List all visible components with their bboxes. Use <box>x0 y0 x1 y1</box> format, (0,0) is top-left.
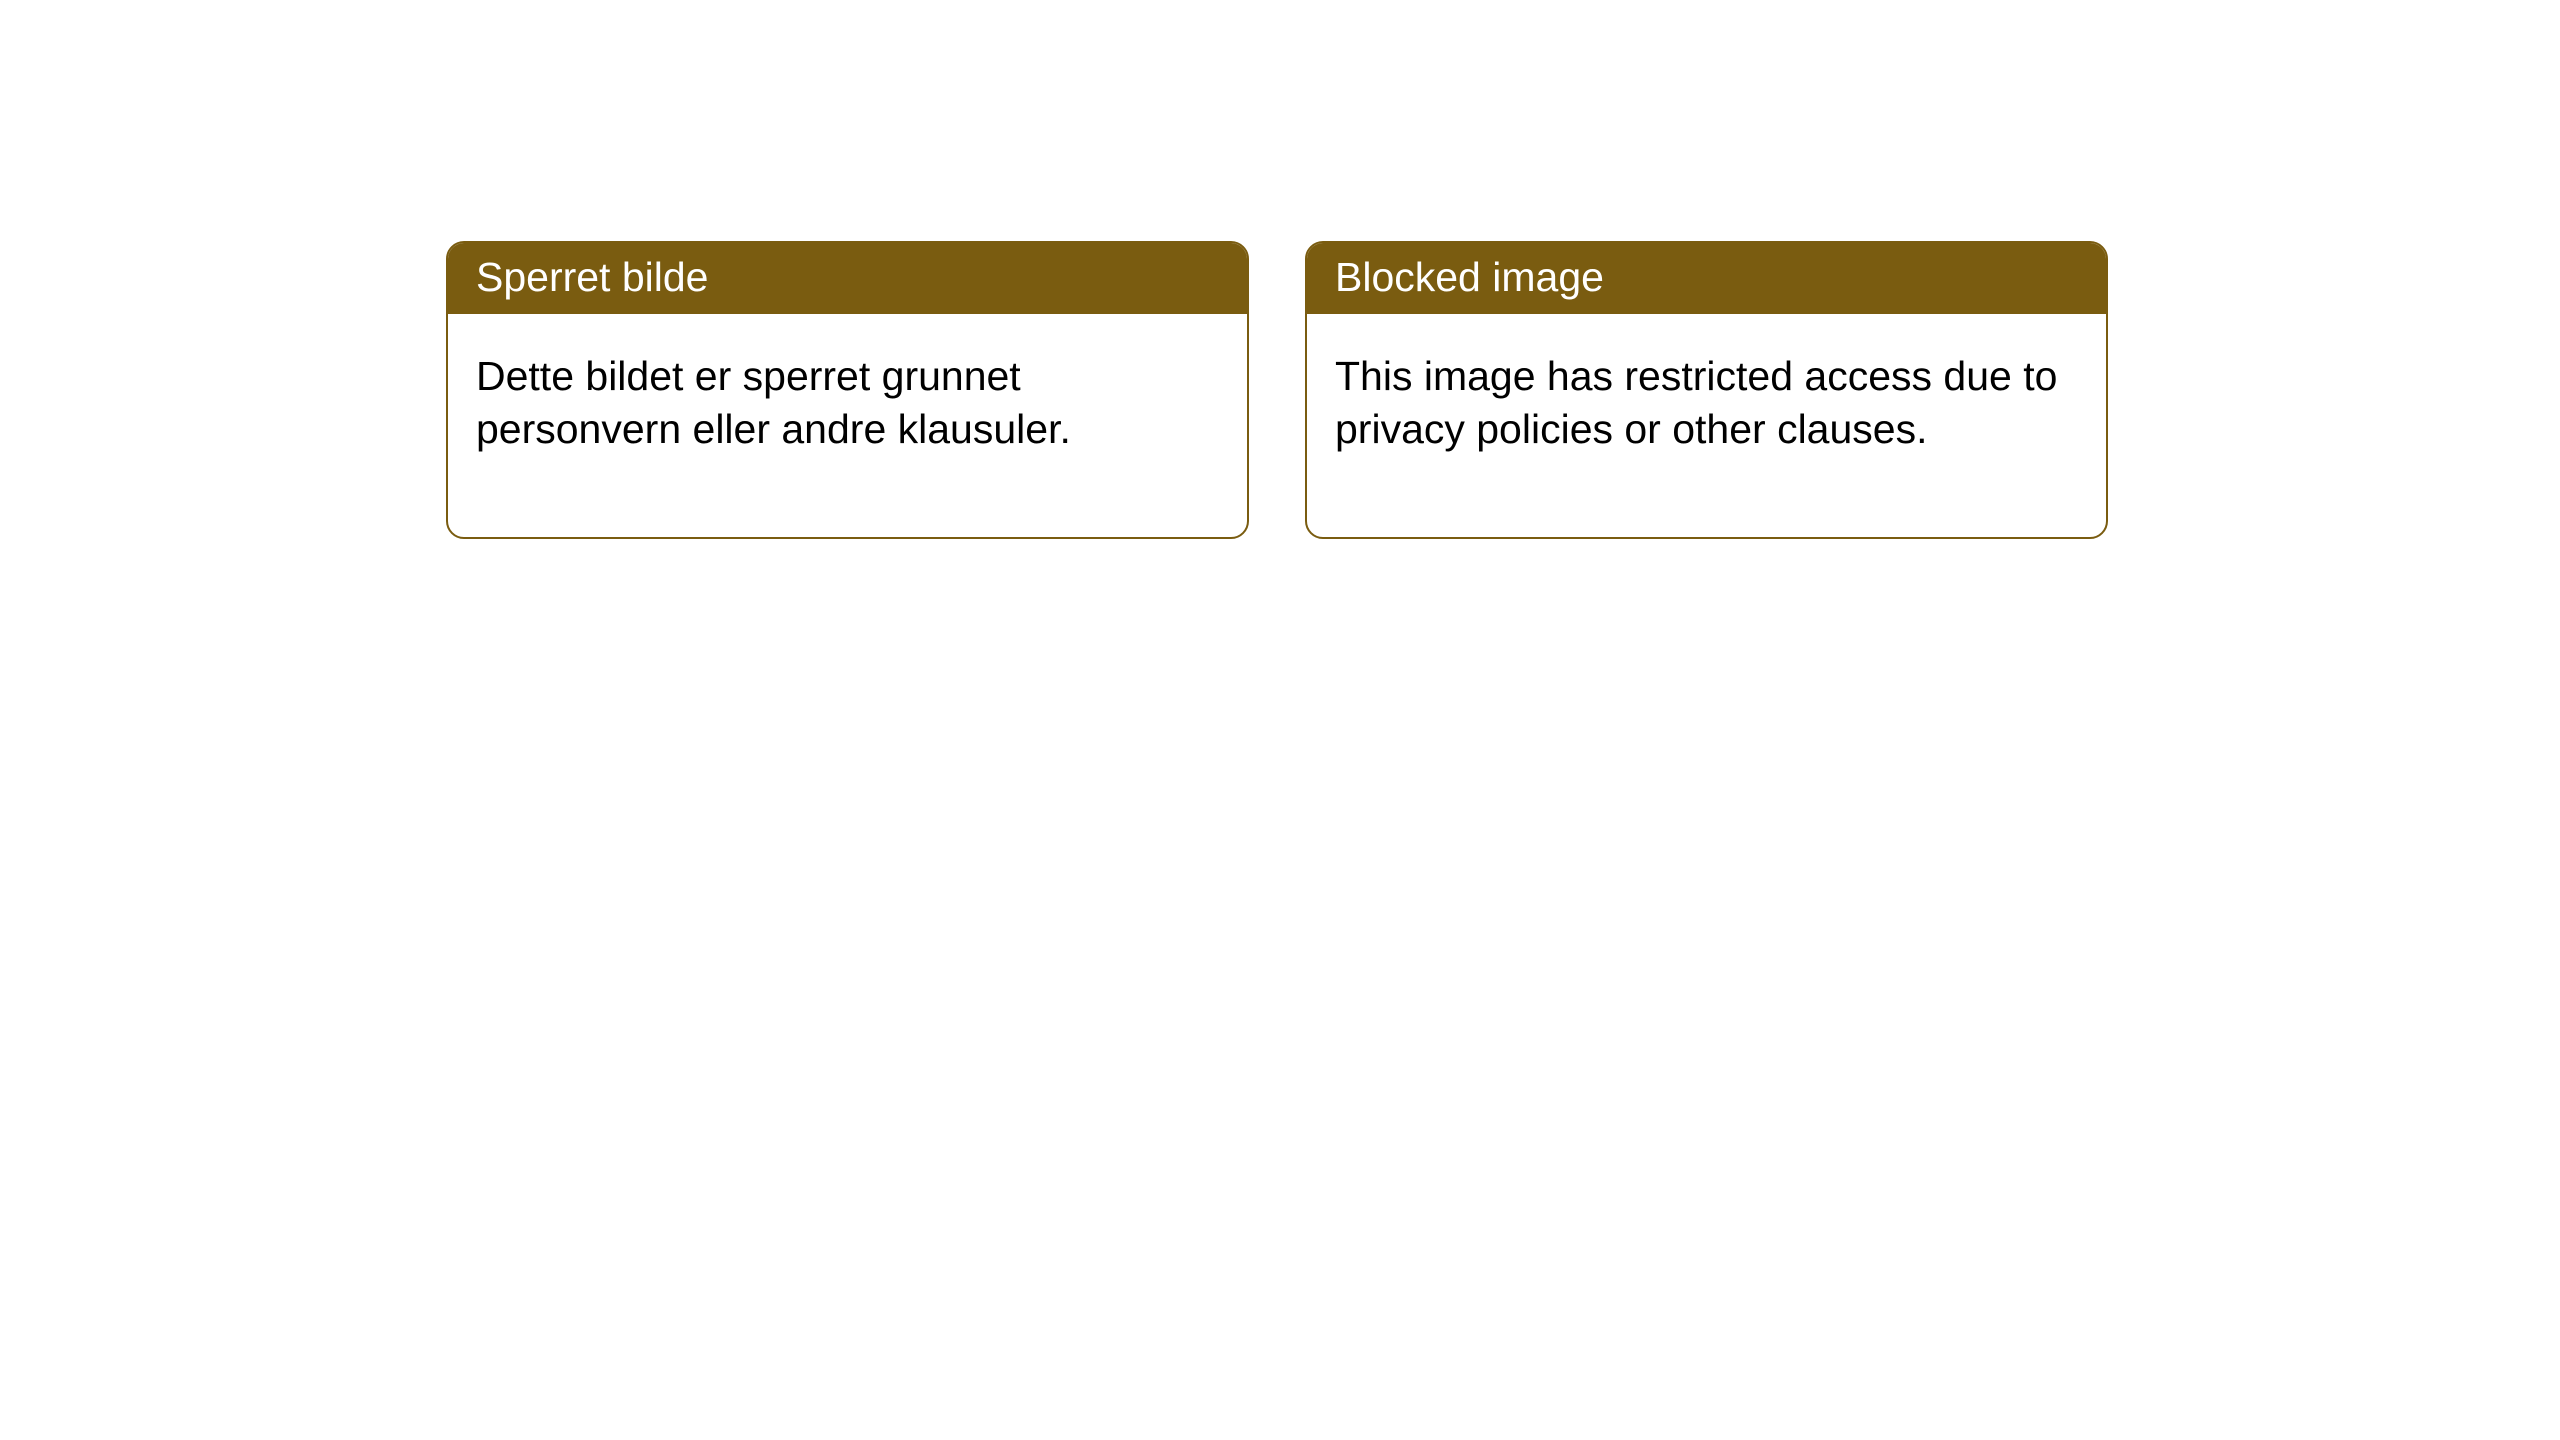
notice-card-english: Blocked image This image has restricted … <box>1305 241 2108 539</box>
notice-card-norwegian: Sperret bilde Dette bildet er sperret gr… <box>446 241 1249 539</box>
card-title-norwegian: Sperret bilde <box>448 243 1247 314</box>
card-body-norwegian: Dette bildet er sperret grunnet personve… <box>448 314 1247 537</box>
card-body-english: This image has restricted access due to … <box>1307 314 2106 537</box>
card-title-english: Blocked image <box>1307 243 2106 314</box>
notice-container: Sperret bilde Dette bildet er sperret gr… <box>0 0 2560 539</box>
